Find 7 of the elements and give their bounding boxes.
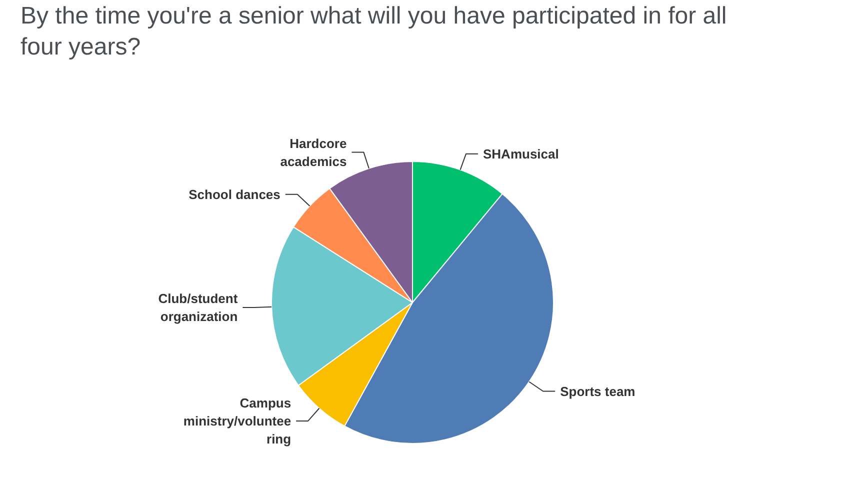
slice-label: Sports team xyxy=(560,384,636,399)
slice-label: School dances xyxy=(188,186,280,202)
slice-label: Campus ministry/volunteering xyxy=(183,395,292,446)
slice-label: SHAmusical xyxy=(482,146,559,162)
chart-title: By the time you're a senior what will you have participated in for all four years? xyxy=(20,2,727,61)
slice-label: Club/student organization xyxy=(158,290,238,324)
slice-label: Hardcore academics xyxy=(280,136,347,169)
